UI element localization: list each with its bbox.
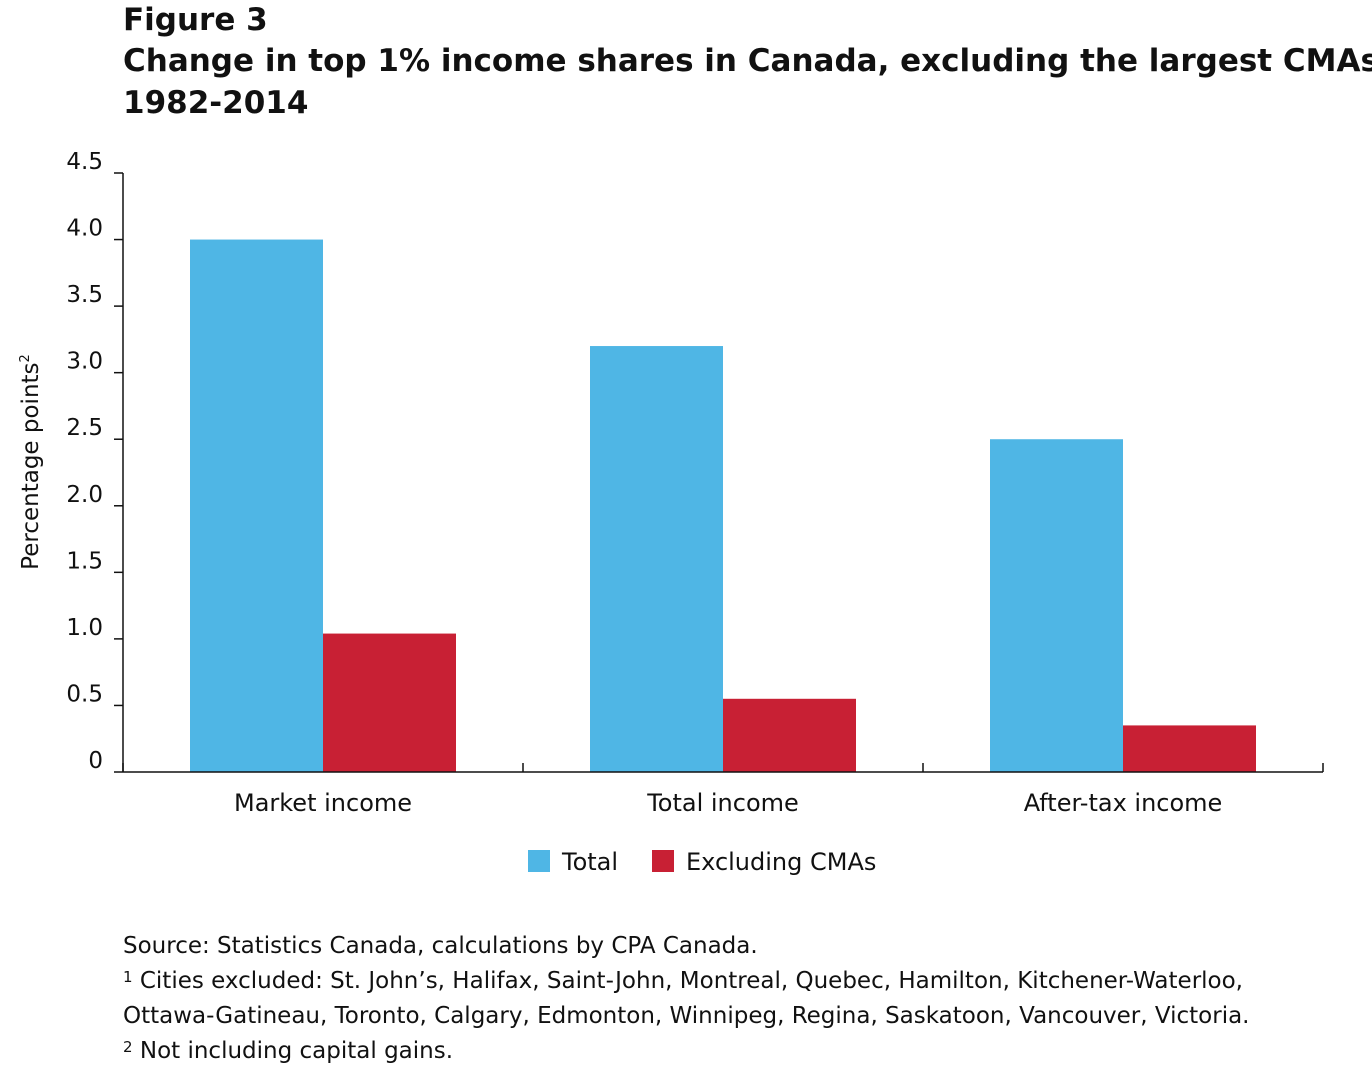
bar-excluding-cmas: [1123, 725, 1256, 772]
x-tick-label: Total income: [646, 789, 799, 817]
x-tick-label: After-tax income: [1024, 789, 1223, 817]
y-tick-label: 0.5: [66, 681, 103, 707]
chart-title-years: 1982-2014: [123, 85, 309, 121]
footnote-1-marker: 1: [123, 968, 133, 986]
bar-chart: Percentage points2 0 0.5 1.0 1.5 2.0 2.5 3.0 3.…: [18, 149, 1324, 876]
bar-total: [990, 439, 1123, 772]
bar-total: [190, 239, 323, 773]
y-tick-label: 1.5: [66, 548, 103, 574]
bars: [190, 239, 1256, 773]
footnote-2: 2 Not including capital gains.: [123, 1034, 1372, 1069]
bar-excluding-cmas: [323, 633, 456, 772]
footnotes: Source: Statistics Canada, calculations …: [123, 929, 1372, 1069]
legend: Total Excluding CMAs: [528, 848, 876, 876]
footnote-1-text: Cities excluded: St. John’s, Halifax, Sa…: [132, 968, 1243, 994]
bar-excluding-cmas: [723, 698, 856, 772]
y-axis-label-footnote: 2: [18, 354, 33, 362]
y-axis-label-group: Percentage points2: [18, 354, 44, 570]
y-axis-label-text: Percentage points: [18, 362, 44, 569]
chart-title: Change in top 1% income shares in Canada…: [123, 40, 1372, 124]
y-tick-label: 1.0: [66, 615, 103, 641]
x-axis: Market income Total income After-tax incom…: [122, 763, 1324, 817]
footnote-2-text: Not including capital gains.: [132, 1038, 454, 1064]
y-tick-label: 3.0: [66, 349, 103, 375]
legend-label: Total: [561, 848, 618, 876]
footnote-1-line-1: 1 Cities excluded: St. John’s, Halifax, …: [123, 964, 1372, 999]
y-tick-label: 4.0: [66, 216, 103, 242]
legend-swatch: [528, 850, 550, 872]
legend-swatch: [652, 850, 674, 872]
source-note: Source: Statistics Canada, calculations …: [123, 933, 758, 959]
y-axis-label: Percentage points2: [18, 354, 44, 570]
y-tick-label: 0: [88, 748, 103, 774]
y-tick-label: 2.5: [66, 415, 103, 441]
bar-total: [590, 346, 723, 772]
legend-label: Excluding CMAs: [686, 848, 876, 876]
y-tick-label: 3.5: [66, 282, 103, 308]
chart-title-main: Change in top 1% income shares in Canada…: [123, 43, 1372, 79]
footnote-2-marker: 2: [123, 1038, 133, 1056]
footnote-1-line-2: Ottawa-Gatineau, Toronto, Calgary, Edmon…: [123, 1003, 1250, 1029]
y-axis: 0 0.5 1.0 1.5 2.0 2.5 3.0 3.5 4.0 4.5: [66, 149, 124, 774]
y-tick-label: 4.5: [66, 149, 103, 175]
x-tick-label: Market income: [234, 789, 412, 817]
y-tick-label: 2.0: [66, 482, 103, 508]
figure-label: Figure 3: [123, 2, 268, 38]
